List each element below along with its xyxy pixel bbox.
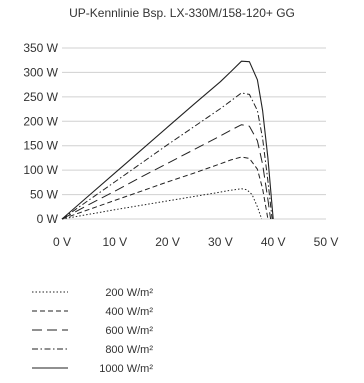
y-tick-label: 200 W [23,114,58,128]
x-tick-label: 40 V [261,235,286,249]
y-tick-label: 250 W [23,90,58,104]
legend-label: 400 W/m² [105,306,153,318]
y-tick-label: 150 W [23,139,58,153]
y-tick-label: 0 W [37,212,59,226]
legend-label: 1000 W/m² [99,363,153,375]
series-line [61,60,274,220]
series-line [61,92,273,220]
legend: 200 W/m² 400 W/m² 600 W/m² 800 W/m² 1000 W/m… [32,287,153,375]
x-tick-label: 0 V [53,235,71,249]
x-tick-label: 50 V [314,235,339,249]
x-tick-label: 20 V [155,235,180,249]
grid [62,47,326,220]
x-tick-label: 30 V [208,235,233,249]
legend-label: 800 W/m² [105,344,153,356]
x-axis-tick-labels: 0 V 10 V 20 V 30 V 40 V 50 V [53,235,338,249]
y-tick-label: 350 W [23,41,58,55]
y-tick-label: 50 W [30,188,59,202]
y-tick-label: 100 W [23,163,58,177]
chart-title: UP-Kennlinie Bsp. LX-330M/158-120+ GG [69,6,295,20]
series-line [61,124,272,220]
series-line [61,156,269,220]
x-tick-label: 10 V [102,235,127,249]
legend-label: 600 W/m² [105,325,153,337]
series-lines [61,60,274,220]
y-tick-label: 300 W [23,65,58,79]
y-axis-tick-labels: 0 W 50 W 100 W 150 W 200 W 250 W 300 W 350 W [23,41,58,226]
legend-label: 200 W/m² [105,287,153,299]
